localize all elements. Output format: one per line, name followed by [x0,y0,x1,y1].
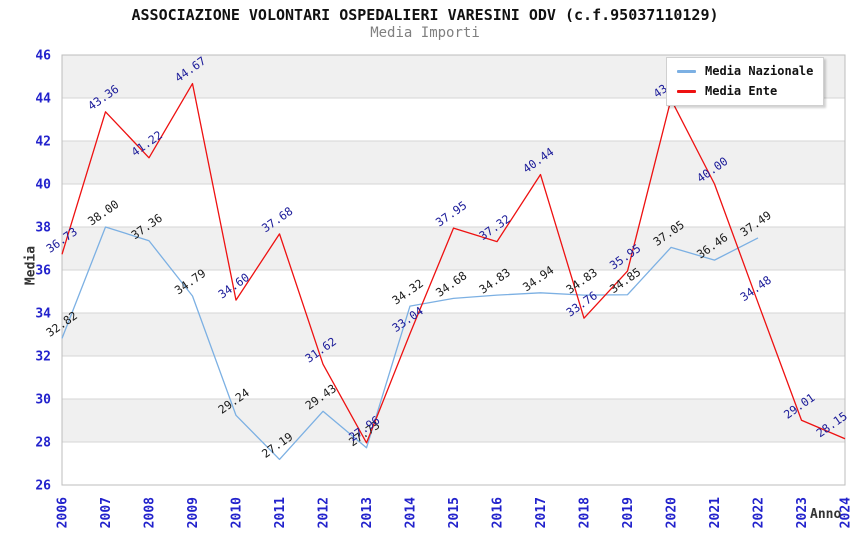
x-tick-label: 2012 [317,497,332,528]
x-tick-label: 2013 [360,497,375,528]
y-tick-label: 42 [35,135,51,150]
x-tick-label: 2024 [839,497,850,528]
media-ente-line [61,82,846,444]
x-tick-label: 2017 [534,497,549,528]
legend-label-media-nazionale: Media Nazionale [705,64,814,78]
y-tick-label: 34 [35,307,51,322]
x-tick-label: 2007 [99,497,114,528]
x-tick-label: 2006 [56,497,71,528]
media-nazionale-line [61,226,759,461]
x-tick-label: 2015 [447,497,462,528]
x-tick-label: 2011 [273,497,288,528]
x-tick-label: 2021 [708,497,723,528]
y-axis-title: Media [23,245,39,286]
y-tick-label: 32 [35,350,51,365]
x-tick-label: 2016 [491,497,506,528]
x-tick-label: 2010 [230,497,245,528]
x-tick-label: 2020 [665,497,680,528]
y-tick-label: 36 [35,264,51,279]
x-tick-label: 2014 [404,497,419,528]
y-tick-label: 40 [35,178,51,193]
y-tick-label: 30 [35,393,51,408]
y-tick-label: 38 [35,221,51,236]
x-tick-label: 2018 [578,497,593,528]
band [62,227,845,270]
band [62,141,845,184]
y-tick-label: 26 [35,479,51,494]
band [62,356,845,399]
legend-label-media-ente: Media Ente [705,84,778,98]
plot-border [61,54,846,486]
x-tick-label: 2023 [795,497,810,528]
x-tick-label: 2009 [186,497,201,528]
y-tick-label: 46 [35,49,51,64]
x-tick-label: 2008 [143,497,158,528]
legend: Media Nazionale Media Ente [666,57,825,106]
chart-subtitle: Media Importi [370,25,480,41]
x-axis-title: Anno [810,507,842,522]
x-tick-label: 2019 [621,497,636,528]
band [62,313,845,356]
band [62,442,845,485]
legend-item-media-ente: Media Ente [677,85,813,98]
band [62,399,845,442]
y-tick-label: 28 [35,436,51,451]
legend-item-media-nazionale: Media Nazionale [677,65,813,78]
x-tick-label: 2022 [752,497,767,528]
media-ente-line-swatch-icon [677,90,696,93]
band [62,184,845,227]
band [62,270,845,313]
chart-title: ASSOCIAZIONE VOLONTARI OSPEDALIERI VARES… [131,6,719,24]
media-nazionale-line-swatch-icon [677,70,696,73]
y-tick-label: 44 [35,92,51,107]
